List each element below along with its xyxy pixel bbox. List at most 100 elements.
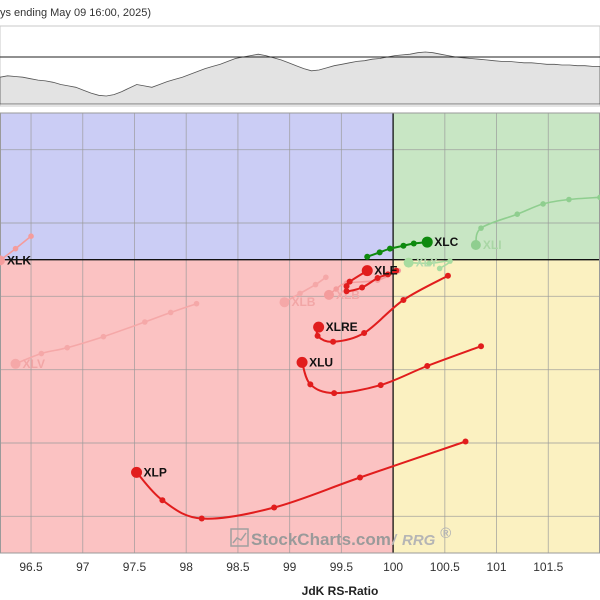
tail-point bbox=[361, 330, 368, 336]
tail-xlb[interactable]: XLB bbox=[279, 274, 329, 309]
tail-point bbox=[444, 272, 451, 279]
head-point-xlre[interactable] bbox=[313, 321, 325, 333]
tail-point bbox=[410, 240, 417, 247]
tail-point bbox=[377, 382, 384, 389]
x-tick-label: 100 bbox=[383, 560, 403, 574]
improving-quadrant bbox=[0, 113, 394, 260]
head-point-xle[interactable] bbox=[361, 265, 373, 277]
label-xlu: XLU bbox=[309, 355, 333, 369]
tail-point bbox=[346, 278, 353, 285]
tail-point bbox=[566, 196, 572, 203]
tail-point bbox=[314, 332, 321, 339]
label-xly: XLY bbox=[416, 256, 438, 270]
gridlines bbox=[0, 113, 600, 553]
tail-point bbox=[426, 260, 433, 267]
tail-point bbox=[142, 319, 148, 325]
tail-point bbox=[364, 253, 371, 260]
label-xlb: XLB bbox=[291, 295, 315, 309]
tail-point bbox=[478, 343, 485, 350]
tail-point bbox=[424, 363, 431, 369]
x-tick-label: 98 bbox=[180, 560, 194, 574]
head-point-xlc[interactable] bbox=[421, 236, 433, 248]
x-tick-label: 97 bbox=[76, 560, 90, 574]
tail-point bbox=[540, 201, 546, 207]
tail-xlre[interactable]: XLRE bbox=[313, 272, 451, 345]
x-tick-label: 98.5 bbox=[226, 560, 250, 574]
tail-point bbox=[323, 274, 329, 281]
benchmark-area bbox=[0, 51, 600, 105]
tail-point bbox=[343, 288, 350, 295]
x-tick-label: 100.5 bbox=[430, 560, 460, 574]
tail-xlc[interactable]: XLC bbox=[364, 235, 459, 260]
tail-point bbox=[357, 474, 363, 481]
head-point-xlv[interactable] bbox=[10, 358, 21, 369]
label-xlv: XLV bbox=[23, 357, 45, 371]
tail-xle[interactable]: XLE bbox=[343, 264, 400, 295]
label-xlre: XLRE bbox=[326, 320, 358, 334]
period-caption: ys ending May 09 16:00, 2025) bbox=[0, 7, 151, 19]
tail-point bbox=[38, 350, 45, 357]
tail-xlp[interactable]: XLP bbox=[131, 438, 469, 522]
head-point-xlp[interactable] bbox=[131, 466, 143, 478]
x-tick-label: 99 bbox=[283, 560, 297, 574]
tail-point bbox=[28, 233, 34, 239]
tail-point bbox=[167, 309, 174, 316]
head-point-xli[interactable] bbox=[470, 240, 481, 250]
watermark: StockCharts.com / RRG ® bbox=[230, 525, 452, 549]
tail-point bbox=[384, 271, 391, 278]
head-point-xlb[interactable] bbox=[279, 297, 290, 308]
tail-point bbox=[333, 286, 340, 292]
benchmark-strip bbox=[0, 25, 600, 107]
tail-point bbox=[297, 290, 303, 297]
head-point-xlk[interactable] bbox=[0, 255, 5, 266]
tail-point bbox=[400, 242, 407, 249]
tail-point bbox=[198, 515, 205, 522]
tail-xlu[interactable]: XLU bbox=[296, 343, 485, 397]
tail-point bbox=[12, 245, 19, 252]
tail-point bbox=[193, 300, 200, 307]
label-xlk: XLK bbox=[7, 253, 31, 267]
tail-point bbox=[597, 194, 600, 201]
tail-xly[interactable]: XLY bbox=[403, 256, 453, 272]
lagging-quadrant bbox=[0, 259, 394, 553]
tail-line-xlb bbox=[283, 276, 327, 303]
tail-point bbox=[359, 284, 366, 291]
tail-line-xly bbox=[407, 260, 451, 270]
tail-point bbox=[159, 497, 166, 504]
tail-point bbox=[100, 333, 107, 340]
label-xlb: XLB bbox=[336, 288, 360, 302]
x-tick-label: 101.5 bbox=[533, 560, 563, 574]
label-xlp: XLP bbox=[144, 465, 167, 479]
rotation-tails: XLI XLY XLB XLK XLV XLB XLC XLE XLRE XLU XLP bbox=[0, 194, 600, 522]
tail-point bbox=[307, 381, 314, 388]
tail-point bbox=[393, 267, 400, 274]
tail-point bbox=[376, 249, 383, 256]
head-point-xly[interactable] bbox=[403, 257, 414, 268]
head-point-xlb[interactable] bbox=[323, 289, 334, 300]
tail-point bbox=[514, 211, 521, 217]
label-xle: XLE bbox=[374, 264, 397, 278]
logo-icon bbox=[230, 528, 249, 547]
tail-point bbox=[343, 283, 350, 290]
tail-point bbox=[330, 338, 337, 345]
watermark-product: RRG bbox=[402, 532, 436, 549]
watermark-brand: StockCharts.com bbox=[251, 530, 391, 549]
tail-point bbox=[331, 390, 338, 397]
tail-xli[interactable]: XLI bbox=[470, 194, 600, 252]
watermark-registered: ® bbox=[440, 525, 452, 542]
label-xli: XLI bbox=[483, 238, 502, 252]
x-tick-label: 101 bbox=[487, 560, 507, 574]
tail-point bbox=[462, 438, 469, 445]
tail-xlv[interactable]: XLV bbox=[10, 300, 200, 371]
tail-xlk[interactable]: XLK bbox=[0, 233, 34, 267]
x-axis-ticks: 96.5 97 97.5 98 98.5 99 99.5 100 100.5 101 101.5 bbox=[19, 560, 563, 574]
tail-point bbox=[400, 297, 407, 303]
tail-point bbox=[436, 265, 443, 272]
head-point-xlu[interactable] bbox=[296, 356, 308, 368]
tail-point bbox=[64, 344, 71, 351]
plot-area: StockCharts.com / RRG ® XLIXLYXLBXLKXLVX… bbox=[0, 112, 600, 554]
tail-point bbox=[374, 275, 381, 281]
tail-point bbox=[312, 281, 319, 288]
x-axis-label: JdK RS-Ratio bbox=[302, 584, 379, 598]
